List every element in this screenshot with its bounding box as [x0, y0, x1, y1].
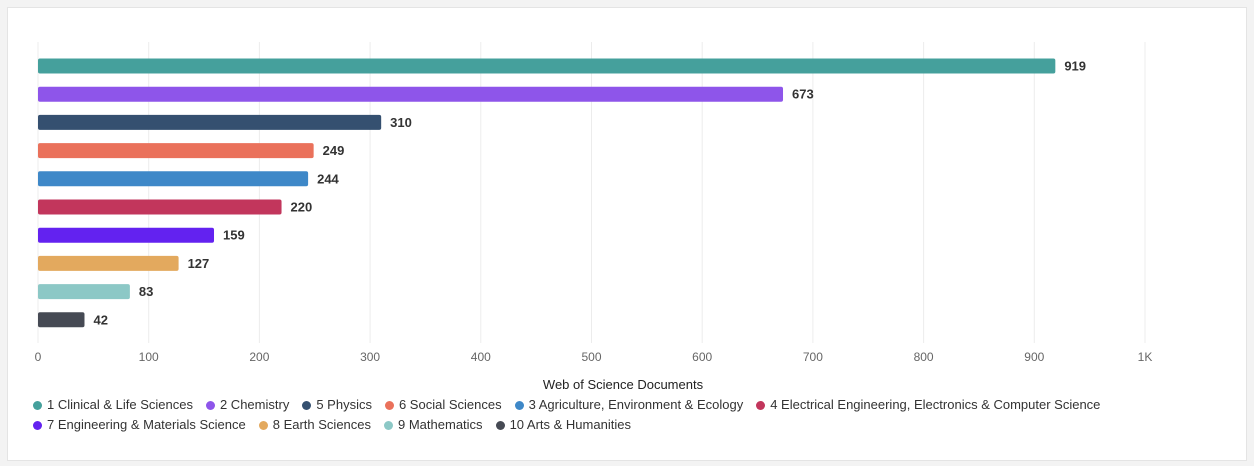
bars	[38, 58, 1056, 328]
legend-dot-icon	[514, 400, 524, 410]
bar-value-label: 919	[1064, 59, 1086, 74]
bar[interactable]	[38, 143, 314, 159]
bar-value-label: 159	[223, 228, 245, 243]
x-tick-label: 300	[360, 350, 380, 364]
bar[interactable]	[38, 58, 1056, 74]
legend-label: 7 Engineering & Materials Science	[47, 417, 246, 432]
legend-item[interactable]: 2 Chemistry	[205, 397, 290, 413]
legend-dot-icon	[258, 420, 268, 430]
legend-label: 6 Social Sciences	[398, 397, 502, 412]
x-tick-label: 400	[471, 350, 491, 364]
bar-value-label: 244	[317, 171, 339, 186]
legend-item[interactable]: 4 Electrical Engineering, Electronics & …	[756, 397, 1100, 413]
bar[interactable]	[38, 312, 85, 328]
legend-label: 5 Physics	[316, 397, 372, 412]
bar[interactable]	[38, 199, 282, 215]
value-labels: 919 673 310 249 244 220 159 127 83 42	[93, 59, 1086, 328]
bar[interactable]	[38, 255, 179, 271]
legend-dot-icon	[756, 400, 766, 410]
legend-dot-icon	[302, 400, 312, 410]
x-tick-label: 500	[581, 350, 601, 364]
bar[interactable]	[38, 227, 215, 243]
bar[interactable]	[38, 114, 382, 130]
x-tick-label: 1K	[1138, 350, 1153, 364]
legend-dot-icon	[384, 400, 394, 410]
bar-value-label: 83	[139, 284, 153, 299]
bar[interactable]	[38, 86, 784, 102]
legend-label: 8 Earth Sciences	[272, 417, 372, 432]
legend-dot-icon	[384, 420, 394, 430]
legend-label: 9 Mathematics	[398, 417, 483, 432]
bar-chart: 919 673 310 249 244 220 159 127 83 42 0 100 200 300 4…	[35, 42, 1153, 392]
bar-value-label: 673	[792, 87, 814, 102]
bar[interactable]	[38, 284, 130, 300]
legend-item[interactable]: 1 Clinical & Life Sciences	[33, 397, 193, 413]
legend-item[interactable]: 10 Arts & Humanities	[495, 417, 631, 433]
legend-item[interactable]: 6 Social Sciences	[384, 397, 502, 413]
bar-value-label: 249	[323, 143, 345, 158]
legend-item[interactable]: 5 Physics	[302, 397, 372, 413]
bar-value-label: 42	[93, 312, 107, 327]
legend-label: 1 Clinical & Life Sciences	[47, 397, 193, 412]
legend-item[interactable]: 8 Earth Sciences	[258, 417, 372, 433]
legend-dot-icon	[33, 400, 42, 410]
legend-item[interactable]: 3 Agriculture, Environment & Ecology	[514, 397, 744, 413]
legend-label: 10 Arts & Humanities	[509, 417, 631, 432]
x-axis-ticks: 0 100 200 300 400 500 600 700 800 900 1K	[35, 350, 1153, 364]
x-tick-label: 0	[35, 350, 42, 364]
chart-legend: 1 Clinical & Life Sciences 2 Chemistry 5 P…	[33, 397, 1223, 433]
x-tick-label: 700	[803, 350, 823, 364]
bar[interactable]	[38, 171, 309, 187]
bar-value-label: 310	[390, 115, 412, 130]
legend-dot-icon	[33, 420, 42, 430]
x-tick-label: 900	[1024, 350, 1044, 364]
legend-label: 3 Agriculture, Environment & Ecology	[528, 397, 744, 412]
legend-item[interactable]: 9 Mathematics	[384, 417, 483, 433]
legend-label: 4 Electrical Engineering, Electronics & …	[770, 397, 1101, 412]
legend-dot-icon	[495, 420, 505, 430]
bar-value-label: 220	[291, 200, 313, 215]
x-tick-label: 200	[249, 350, 269, 364]
x-axis-title: Web of Science Documents	[543, 377, 704, 392]
x-tick-label: 100	[139, 350, 159, 364]
x-tick-label: 800	[914, 350, 934, 364]
legend-dot-icon	[205, 400, 215, 410]
legend-item[interactable]: 7 Engineering & Materials Science	[33, 417, 246, 433]
x-tick-label: 600	[692, 350, 712, 364]
legend-label: 2 Chemistry	[219, 397, 290, 412]
bar-value-label: 127	[188, 256, 210, 271]
